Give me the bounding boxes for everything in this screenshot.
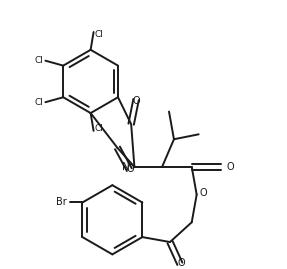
Text: Cl: Cl [95, 30, 103, 39]
Text: O: O [226, 162, 234, 172]
Text: O: O [127, 164, 134, 174]
Text: Cl: Cl [35, 98, 43, 107]
Text: Br: Br [56, 197, 67, 207]
Text: O: O [177, 258, 185, 268]
Text: Cl: Cl [35, 56, 43, 65]
Text: N: N [122, 162, 129, 172]
Text: O: O [200, 187, 208, 198]
Text: Cl: Cl [95, 124, 103, 133]
Text: O: O [132, 95, 140, 105]
